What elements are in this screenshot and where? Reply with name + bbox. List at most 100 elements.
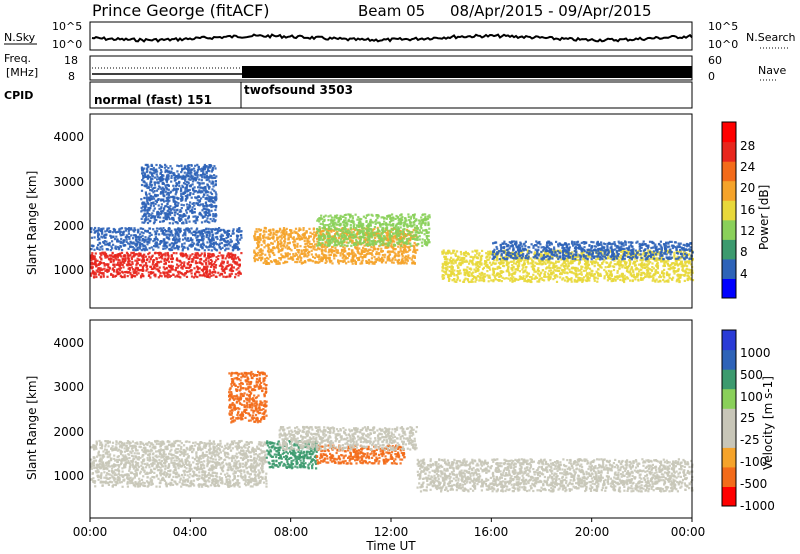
heatmap-cell — [173, 173, 176, 176]
heatmap-cell — [328, 258, 331, 261]
heatmap-cell — [137, 269, 140, 272]
heatmap-cell — [197, 190, 200, 193]
heatmap-cell — [326, 235, 329, 238]
heatmap-cell — [132, 252, 135, 255]
heatmap-cell — [322, 256, 325, 259]
freq-tick-top: 18 — [64, 54, 78, 67]
heatmap-cell — [301, 261, 304, 264]
heatmap-cell — [98, 228, 101, 231]
heatmap-cell — [376, 231, 379, 235]
heatmap-cell — [177, 248, 180, 251]
heatmap-cell — [318, 260, 321, 264]
heatmap-cell — [91, 257, 94, 261]
heatmap-cell — [286, 252, 290, 255]
heatmap-cell — [272, 237, 275, 240]
heatmap-cell — [523, 259, 526, 262]
heatmap-cell — [149, 189, 152, 192]
heatmap-cell — [176, 204, 179, 207]
heatmap-cell — [325, 254, 328, 257]
heatmap-cell — [97, 233, 100, 236]
heatmap-cell — [189, 192, 192, 195]
heatmap-cell — [143, 203, 146, 206]
heatmap-cell — [162, 266, 165, 269]
heatmap-cell — [146, 184, 149, 187]
heatmap-cell — [388, 235, 391, 238]
heatmap-cell — [169, 269, 172, 272]
heatmap-cell — [118, 248, 121, 251]
heatmap-cell — [204, 275, 207, 278]
heatmap-cell — [225, 241, 228, 244]
heatmap-cell — [160, 177, 163, 180]
heatmap-cell — [342, 230, 345, 233]
heatmap-cell — [164, 275, 167, 278]
heatmap-cell — [177, 173, 180, 176]
heatmap-cell — [276, 244, 280, 247]
heatmap-cell — [272, 231, 275, 234]
heatmap-cell — [179, 218, 182, 221]
heatmap-cell — [132, 272, 135, 275]
heatmap-cell — [207, 191, 210, 194]
heatmap-cell — [180, 195, 183, 198]
heatmap-cell — [193, 189, 196, 192]
heatmap-cell — [218, 251, 221, 254]
heatmap-cell — [316, 230, 319, 233]
heatmap-cell — [97, 270, 100, 273]
heatmap-cell — [315, 233, 318, 236]
heatmap-cell — [128, 254, 131, 257]
heatmap-cell — [350, 231, 353, 234]
heatmap-cell — [111, 240, 114, 243]
heatmap-cell — [226, 234, 229, 237]
heatmap-cell — [380, 216, 383, 219]
heatmap-cell — [293, 239, 296, 242]
heatmap-cell — [392, 219, 395, 222]
heatmap-cell — [508, 271, 511, 274]
heatmap-cell — [126, 242, 130, 245]
heatmap-cell — [166, 205, 169, 208]
heatmap-cell — [213, 214, 216, 217]
heatmap-cell — [100, 232, 104, 235]
heatmap-cell — [282, 261, 285, 265]
heatmap-cell — [190, 174, 193, 177]
heatmap-cell — [253, 234, 256, 237]
heatmap-cell — [452, 251, 455, 254]
heatmap-cell — [240, 236, 243, 239]
heatmap-cell — [200, 244, 203, 247]
heatmap-cell — [345, 221, 348, 224]
heatmap-cell — [494, 262, 497, 265]
heatmap-cell — [408, 249, 411, 252]
heatmap-cell — [202, 195, 205, 198]
heatmap-cell — [136, 236, 139, 239]
heatmap-cell — [208, 210, 211, 213]
heatmap-cell — [397, 245, 400, 248]
heatmap-cell — [282, 244, 285, 247]
heatmap-cell — [400, 241, 403, 244]
heatmap-cell — [173, 176, 176, 179]
heatmap-cell — [136, 262, 139, 265]
heatmap-cell — [175, 196, 179, 199]
heatmap-cell — [196, 170, 199, 174]
heatmap-cell — [205, 257, 208, 260]
heatmap-cell — [173, 228, 176, 231]
heatmap-cell — [409, 220, 412, 223]
heatmap-cell — [171, 189, 174, 192]
heatmap-cell — [291, 258, 294, 261]
heatmap-cell — [146, 210, 149, 213]
heatmap-cell — [234, 242, 237, 246]
heatmap-cell — [106, 254, 109, 258]
heatmap-cell — [205, 233, 208, 236]
heatmap-cell — [254, 253, 257, 256]
heatmap-cell — [321, 257, 325, 261]
heatmap-cell — [176, 197, 179, 201]
heatmap-cell — [375, 251, 378, 254]
heatmap-cell — [138, 258, 141, 261]
heatmap-cell — [207, 236, 210, 240]
heatmap-cell — [103, 233, 106, 236]
heatmap-cell — [340, 260, 343, 263]
heatmap-cell — [162, 216, 165, 219]
heatmap-cell — [97, 268, 100, 271]
heatmap-cell — [380, 232, 383, 236]
heatmap-cell — [184, 175, 187, 179]
heatmap-cell — [150, 189, 153, 192]
heatmap-cell — [202, 205, 205, 208]
heatmap-cell — [151, 202, 154, 205]
